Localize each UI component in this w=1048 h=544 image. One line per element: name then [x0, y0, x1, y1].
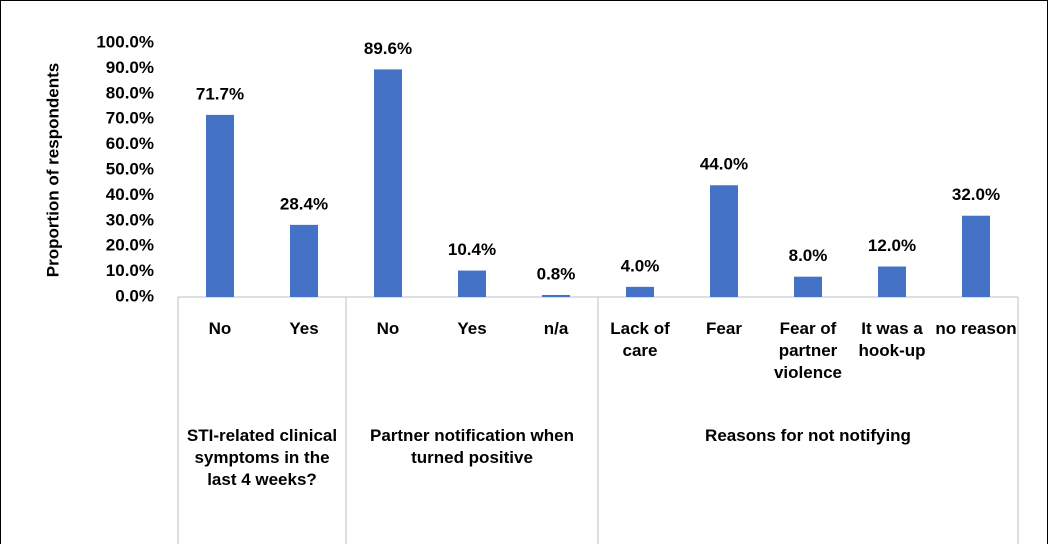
bar [878, 266, 906, 297]
x-tick-label: no reason [935, 319, 1017, 338]
y-tick-label: 90.0% [106, 58, 154, 77]
bar [962, 215, 990, 297]
data-label: 8.0% [789, 246, 828, 265]
data-label: 32.0% [952, 185, 1000, 204]
bar [626, 286, 654, 297]
group-label: STI-related clinical symptoms in the las… [186, 426, 338, 489]
y-tick-label: 80.0% [106, 83, 154, 102]
y-tick-label: 0.0% [115, 286, 154, 305]
data-label: 10.4% [448, 240, 496, 259]
y-tick-label: 10.0% [106, 261, 154, 280]
group-label: Reasons for not notifying [705, 426, 911, 445]
data-label: 44.0% [700, 155, 748, 174]
y-tick-label: 100.0% [96, 32, 154, 51]
x-tick-label: It was a hook-up [858, 319, 926, 360]
y-axis-label: Proportion of respondents [43, 63, 62, 277]
group-label: Partner notification when turned positiv… [369, 426, 575, 467]
x-tick-label: n/a [543, 319, 569, 338]
data-label: 12.0% [868, 236, 916, 255]
bar [542, 294, 570, 297]
bar [290, 224, 318, 297]
y-tick-label: 70.0% [106, 109, 154, 128]
x-tick-label: Fear of partner violence [773, 319, 843, 382]
x-tick-label: Fear [706, 319, 742, 338]
data-label: 28.4% [280, 194, 328, 213]
x-tick-label: Yes [289, 319, 319, 338]
bar [710, 185, 738, 297]
data-label: 89.6% [364, 39, 412, 58]
data-label: 4.0% [621, 256, 660, 275]
x-tick-label: Yes [457, 319, 487, 338]
bar [458, 270, 486, 297]
x-tick-label: Lack of care [610, 319, 670, 360]
bar [374, 69, 402, 297]
bar [206, 114, 234, 298]
data-label: 71.7% [196, 84, 244, 103]
x-tick-label: No [208, 319, 232, 338]
data-label: 0.8% [537, 264, 576, 283]
y-tick-label: 20.0% [106, 236, 154, 255]
x-tick-label: No [376, 319, 400, 338]
y-tick-label: 50.0% [106, 159, 154, 178]
bar [794, 276, 822, 297]
y-tick-label: 30.0% [106, 210, 154, 229]
y-tick-label: 40.0% [106, 185, 154, 204]
y-tick-label: 60.0% [106, 134, 154, 153]
